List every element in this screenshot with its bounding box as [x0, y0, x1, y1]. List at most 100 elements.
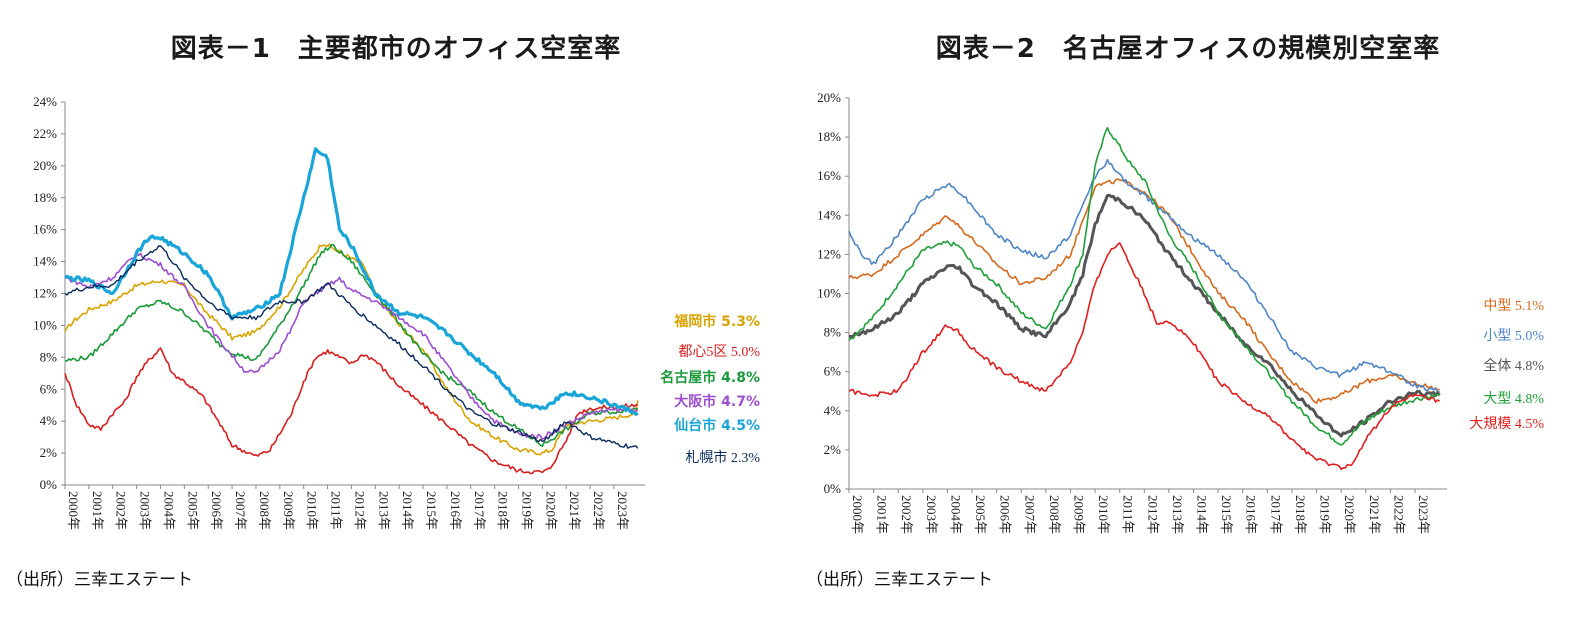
x-tick-label: 2004年	[161, 491, 176, 530]
x-tick-label: 2012年	[352, 491, 367, 530]
x-tick-label: 2006年	[998, 495, 1013, 534]
x-tick-label: 2002年	[114, 491, 129, 530]
series-line-小型	[848, 158, 1441, 394]
x-tick-label: 2011年	[329, 491, 344, 530]
series-line-仙台市	[64, 147, 639, 416]
x-tick-label: 2008年	[257, 491, 272, 530]
x-tick-label: 2013年	[1170, 495, 1185, 534]
x-tick-label: 2020年	[543, 491, 558, 530]
x-tick-label: 2003年	[138, 491, 153, 530]
x-tick-label: 2020年	[1342, 495, 1357, 534]
chart-1-source: （出所）三幸エステート	[6, 570, 193, 590]
series-line-大阪市	[64, 252, 639, 440]
series-label-仙台市: 仙台市 4.5%	[674, 417, 760, 434]
x-tick-label: 2005年	[185, 491, 200, 530]
x-tick-label: 2000年	[850, 495, 865, 534]
chart-panel-1: 0% 2% 4% 6% 8% 10% 12% 14% 16% 18% 20% 22% 24% 2000年 2…	[6, 34, 760, 590]
x-tick-label: 2015年	[1219, 495, 1234, 534]
y-tick-label: 18%	[817, 129, 841, 144]
y-tick-label: 16%	[33, 222, 57, 237]
y-tick-label: 4%	[40, 413, 58, 428]
y-tick-label: 2%	[824, 442, 842, 457]
y-tick-label: 20%	[33, 158, 57, 173]
x-tick-label: 2004年	[948, 495, 963, 534]
x-tick-label: 2007年	[1022, 495, 1037, 534]
x-tick-label: 2021年	[1367, 495, 1382, 534]
y-tick-label: 4%	[824, 403, 842, 418]
y-tick-label: 8%	[824, 325, 842, 340]
x-tick-label: 2010年	[1096, 495, 1111, 534]
series-label-小型: 小型 5.0%	[1483, 328, 1544, 344]
series-label-全体: 全体 4.8%	[1483, 357, 1544, 374]
y-tick-label: 12%	[817, 246, 841, 261]
x-tick-label: 2022年	[591, 491, 606, 530]
series-label-大規模: 大規模 4.5%	[1469, 416, 1544, 432]
y-tick-label: 24%	[33, 94, 57, 109]
series-label-中型: 中型 5.1%	[1483, 298, 1544, 314]
chart-2-source: （出所）三幸エステート	[806, 570, 993, 590]
series-line-都心5区	[64, 347, 638, 475]
x-tick-label: 2006年	[209, 491, 224, 530]
series-label-福岡市: 福岡市 5.3%	[673, 313, 760, 330]
chart-panel-2: 0% 2% 4% 6% 8% 10% 12% 14% 16% 18% 20% 2000年 2001年 20…	[792, 0, 1584, 629]
y-tick-label: 14%	[33, 254, 57, 269]
y-tick-label: 14%	[817, 207, 841, 222]
x-tick-label: 2007年	[233, 491, 248, 530]
x-tick-label: 2002年	[899, 495, 914, 534]
x-tick-label: 2009年	[281, 491, 296, 530]
x-tick-label: 2016年	[448, 491, 463, 530]
x-tick-label: 2000年	[66, 491, 81, 530]
y-tick-label: 22%	[33, 126, 57, 141]
y-tick-label: 12%	[33, 286, 57, 301]
x-tick-label: 2023年	[1416, 495, 1431, 534]
x-tick-label: 2001年	[875, 495, 890, 534]
series-label-都心5区: 都心5区 5.0%	[678, 344, 760, 360]
x-tick-label: 2001年	[90, 491, 105, 530]
x-tick-label: 2023年	[615, 491, 630, 530]
y-tick-label: 10%	[33, 317, 57, 332]
y-tick-label: 20%	[817, 90, 841, 105]
chart-1-svg: 0% 2% 4% 6% 8% 10% 12% 14% 16% 18% 20% 22% 24% 2000年 2…	[33, 94, 760, 530]
x-tick-label: 2011年	[1121, 495, 1136, 534]
x-tick-label: 2013年	[376, 491, 391, 530]
x-tick-label: 2018年	[1293, 495, 1308, 534]
chart-1-title: 図表－1 主要都市のオフィス空室率	[170, 34, 622, 64]
y-tick-label: 10%	[817, 286, 841, 301]
x-tick-label: 2022年	[1391, 495, 1406, 534]
x-tick-label: 2010年	[305, 491, 320, 530]
x-tick-label: 2019年	[519, 491, 534, 530]
series-line-札幌市	[64, 245, 639, 449]
chart-2-title: 図表－2 名古屋オフィスの規模別空室率	[935, 34, 1441, 64]
x-tick-label: 2019年	[1318, 495, 1333, 534]
x-tick-label: 2017年	[472, 491, 487, 530]
series-label-大阪市: 大阪市 4.7%	[674, 393, 760, 410]
y-tick-label: 0%	[824, 481, 842, 496]
series-line-福岡市	[64, 243, 639, 456]
y-tick-label: 6%	[40, 381, 58, 396]
x-tick-label: 2009年	[1071, 495, 1086, 534]
series-label-札幌市: 札幌市 2.3%	[685, 449, 760, 466]
y-tick-label: 6%	[824, 364, 842, 379]
x-tick-label: 2015年	[424, 491, 439, 530]
x-tick-label: 2018年	[496, 491, 511, 530]
x-tick-label: 2016年	[1244, 495, 1259, 534]
x-tick-label: 2005年	[973, 495, 988, 534]
series-line-大型	[848, 126, 1440, 446]
series-line-名古屋市	[64, 243, 639, 447]
series-label-大型: 大型 4.8%	[1483, 391, 1544, 407]
chart-2-svg: 0% 2% 4% 6% 8% 10% 12% 14% 16% 18% 20% 2000年 2001年 20…	[817, 90, 1544, 534]
y-tick-label: 0%	[40, 477, 58, 492]
series-label-名古屋市: 名古屋市 4.8%	[660, 369, 760, 386]
x-tick-label: 2014年	[1195, 495, 1210, 534]
y-tick-label: 2%	[40, 445, 58, 460]
y-tick-label: 16%	[817, 168, 841, 183]
x-tick-label: 2021年	[567, 491, 582, 530]
x-tick-label: 2008年	[1047, 495, 1062, 534]
y-tick-label: 18%	[33, 190, 57, 205]
series-line-中型	[848, 178, 1440, 404]
x-tick-label: 2003年	[924, 495, 939, 534]
x-tick-label: 2012年	[1145, 495, 1160, 534]
x-tick-label: 2014年	[400, 491, 415, 530]
y-tick-label: 8%	[40, 349, 58, 364]
x-tick-label: 2017年	[1268, 495, 1283, 534]
